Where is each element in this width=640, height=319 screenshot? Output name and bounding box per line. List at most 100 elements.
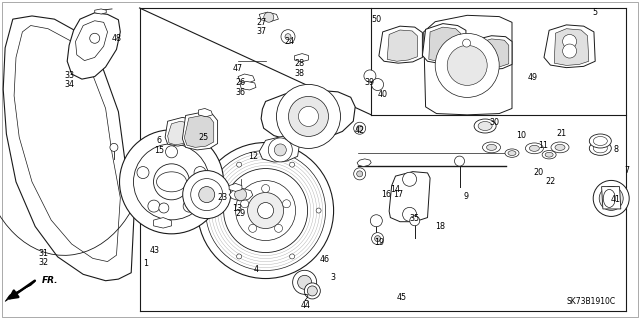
Circle shape [289, 96, 328, 137]
Circle shape [198, 143, 333, 278]
Circle shape [285, 34, 291, 40]
Circle shape [248, 193, 284, 228]
Circle shape [354, 122, 365, 134]
Text: 18: 18 [435, 222, 445, 231]
Circle shape [289, 254, 294, 259]
Circle shape [249, 224, 257, 232]
Circle shape [191, 179, 223, 211]
Text: 34: 34 [64, 80, 74, 89]
Text: 44: 44 [301, 301, 311, 310]
Circle shape [163, 173, 180, 191]
Text: 41: 41 [611, 195, 621, 204]
Text: 27: 27 [256, 18, 266, 27]
Text: 17: 17 [393, 190, 403, 199]
Ellipse shape [589, 134, 611, 148]
Text: 14: 14 [390, 185, 401, 194]
Ellipse shape [486, 145, 497, 150]
Text: 10: 10 [516, 131, 527, 140]
Text: 21: 21 [557, 130, 567, 138]
Ellipse shape [508, 151, 516, 156]
Polygon shape [470, 36, 512, 70]
Circle shape [275, 224, 282, 232]
Text: 31: 31 [38, 249, 49, 258]
Text: 9: 9 [463, 192, 468, 201]
Circle shape [374, 236, 381, 241]
Polygon shape [261, 90, 355, 140]
Circle shape [120, 130, 223, 234]
Circle shape [290, 162, 294, 167]
Circle shape [154, 164, 189, 200]
Polygon shape [95, 9, 106, 14]
Polygon shape [182, 112, 218, 150]
Polygon shape [424, 15, 512, 115]
Polygon shape [429, 27, 461, 62]
Text: 2: 2 [303, 294, 308, 303]
Text: 47: 47 [233, 64, 243, 73]
Circle shape [235, 189, 246, 201]
Circle shape [372, 233, 383, 245]
Circle shape [605, 192, 617, 204]
Text: SK73B1910C: SK73B1910C [566, 297, 616, 306]
Polygon shape [184, 115, 214, 147]
Circle shape [268, 138, 292, 162]
Polygon shape [554, 29, 589, 65]
Text: 13: 13 [232, 204, 242, 213]
Circle shape [137, 167, 149, 179]
Polygon shape [67, 13, 120, 79]
Circle shape [354, 168, 365, 180]
Circle shape [159, 203, 169, 213]
Text: 42: 42 [355, 126, 365, 135]
Text: 11: 11 [538, 141, 548, 150]
Polygon shape [389, 172, 430, 222]
Polygon shape [229, 183, 242, 191]
Polygon shape [154, 218, 172, 228]
Circle shape [307, 286, 317, 296]
Circle shape [298, 107, 319, 126]
Ellipse shape [505, 149, 519, 157]
Text: 33: 33 [64, 71, 74, 80]
Circle shape [281, 30, 295, 44]
Text: 16: 16 [381, 190, 391, 199]
Text: 20: 20 [534, 168, 544, 177]
Circle shape [410, 216, 420, 226]
Circle shape [241, 200, 249, 208]
Circle shape [257, 203, 274, 219]
Circle shape [435, 33, 499, 97]
Circle shape [316, 208, 321, 213]
Text: FR.: FR. [42, 276, 58, 285]
Circle shape [237, 162, 242, 167]
Polygon shape [259, 137, 300, 162]
Circle shape [305, 283, 321, 299]
Polygon shape [5, 281, 35, 301]
Text: 24: 24 [284, 37, 294, 46]
Polygon shape [602, 187, 621, 209]
Text: 48: 48 [111, 34, 122, 43]
Text: 43: 43 [150, 246, 160, 255]
Circle shape [262, 184, 269, 193]
Ellipse shape [589, 141, 611, 155]
Text: 26: 26 [235, 78, 245, 87]
Circle shape [223, 168, 308, 253]
Circle shape [356, 125, 363, 131]
Polygon shape [240, 81, 256, 90]
Circle shape [236, 181, 296, 241]
Text: 35: 35 [410, 214, 420, 223]
Circle shape [264, 12, 274, 22]
Circle shape [292, 270, 317, 294]
Text: 36: 36 [235, 88, 245, 97]
Circle shape [183, 200, 195, 212]
Circle shape [364, 70, 376, 82]
Polygon shape [357, 159, 371, 167]
Polygon shape [165, 117, 193, 146]
Polygon shape [198, 108, 212, 117]
Ellipse shape [604, 189, 615, 207]
Circle shape [403, 172, 417, 186]
Text: 15: 15 [154, 146, 164, 155]
Text: 4: 4 [253, 265, 259, 274]
Polygon shape [238, 74, 255, 83]
Polygon shape [168, 121, 189, 145]
Text: 22: 22 [545, 177, 556, 186]
Circle shape [205, 151, 326, 271]
Circle shape [110, 143, 118, 152]
Polygon shape [379, 26, 422, 63]
